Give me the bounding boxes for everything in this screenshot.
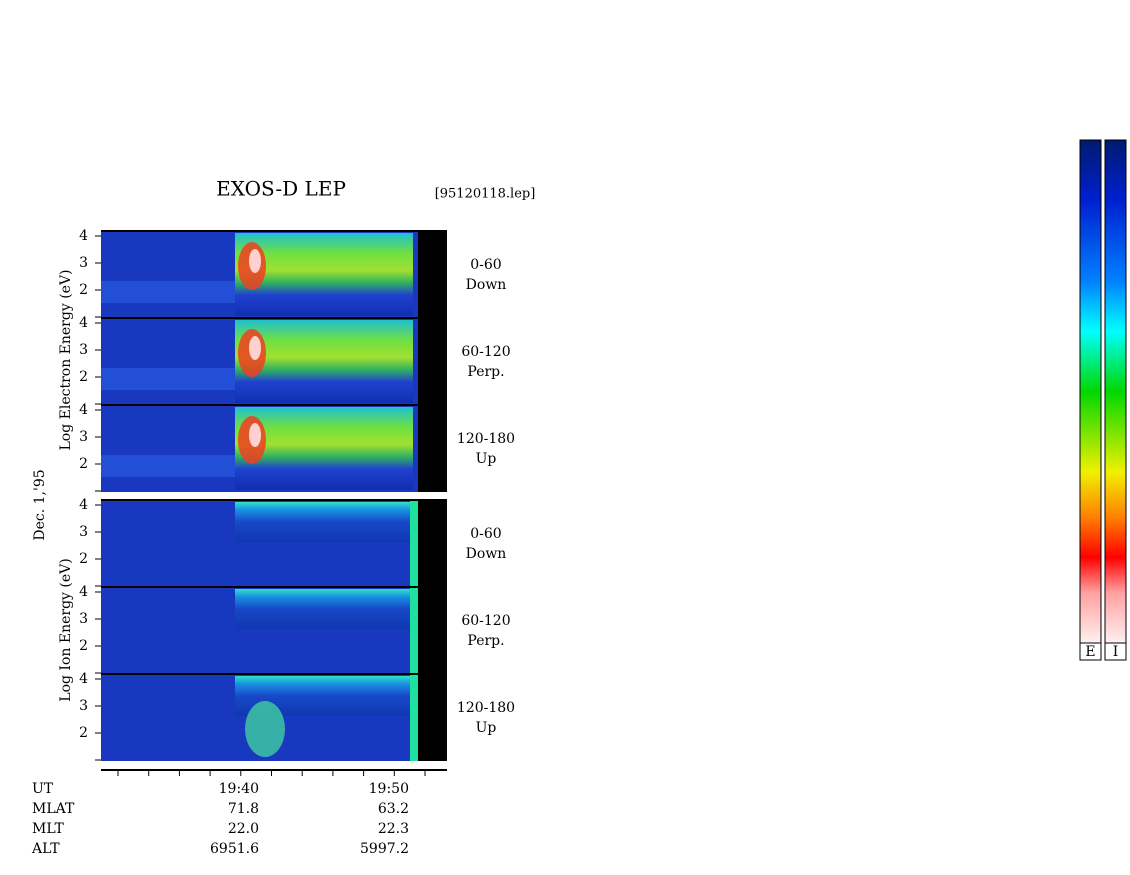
- panel-direction: Up: [476, 720, 497, 736]
- no-data: [418, 231, 447, 318]
- y-tick-label: 2: [79, 551, 88, 567]
- color-scale-box: [1104, 642, 1127, 661]
- panel-range: 120-180: [457, 431, 515, 447]
- spectrogram-peak-core: [249, 249, 261, 273]
- panel-direction: Perp.: [467, 364, 504, 380]
- spectrogram-edge: [410, 674, 418, 761]
- panels: 4 3 2 0-60 Down 4 3 2 60-120 Perp. 4 3 2 120-180 Up 4 3 2…: [79, 228, 515, 776]
- color-scale-box: [1079, 642, 1102, 661]
- footer: UT 19:40 19:50 MLAT 71.8 63.2 MLT 22.0 22.3 ALT 69…: [31, 781, 409, 857]
- spectrogram-low: [101, 455, 235, 477]
- spectrogram-band: [235, 502, 413, 542]
- color-scale: [1079, 139, 1102, 644]
- y-tick-label: 4: [79, 228, 88, 244]
- row-label: MLT: [32, 821, 64, 837]
- y-tick-label: 3: [79, 524, 88, 540]
- row-value: 71.8: [228, 801, 259, 817]
- y-axis-label: Log Ion Energy (eV): [58, 558, 74, 701]
- panel-range: 60-120: [461, 613, 510, 629]
- y-tick-label: 3: [79, 611, 88, 627]
- panel-range: 0-60: [470, 257, 501, 273]
- date-label: Dec. 1,'95: [32, 469, 48, 540]
- color-scale-label: E: [1085, 644, 1095, 660]
- y-tick-label: 2: [79, 725, 88, 741]
- row-value: 6951.6: [210, 841, 259, 857]
- y-tick-label: 3: [79, 429, 88, 445]
- panel-range: 120-180: [457, 700, 515, 716]
- y-tick-label: 3: [79, 342, 88, 358]
- y-axis-label: Log Electron Energy (eV): [58, 269, 74, 450]
- spectrogram-patch: [245, 701, 285, 757]
- row-value: 5997.2: [360, 841, 409, 857]
- y-tick-label: 4: [79, 315, 88, 331]
- no-data: [418, 674, 447, 761]
- panel-direction: Up: [476, 451, 497, 467]
- color-scale-label: I: [1113, 644, 1119, 660]
- row-value: 22.0: [228, 821, 259, 837]
- row-label: ALT: [31, 841, 60, 857]
- y-tick-label: 4: [79, 497, 88, 513]
- row-label: MLAT: [32, 801, 75, 817]
- panel-range: 0-60: [470, 526, 501, 542]
- no-data: [418, 318, 447, 405]
- panel-direction: Down: [466, 546, 507, 562]
- panel-direction: Down: [466, 277, 507, 293]
- y-tick-label: 3: [79, 255, 88, 271]
- spectrogram-peak-core: [249, 423, 261, 447]
- spectrogram-peak-core: [249, 336, 261, 360]
- file-name: [95120118.lep]: [435, 187, 536, 202]
- no-data: [418, 405, 447, 492]
- y-tick-label: 4: [79, 402, 88, 418]
- row-value: 19:40: [219, 781, 259, 797]
- row-label: UT: [32, 781, 54, 797]
- spectrogram-edge: [410, 500, 418, 587]
- row-value: 19:50: [369, 781, 409, 797]
- y-tick-label: 4: [79, 584, 88, 600]
- row-value: 22.3: [378, 821, 409, 837]
- spectrogram-band: [235, 589, 413, 629]
- y-tick-label: 2: [79, 369, 88, 385]
- color-scale: [1104, 139, 1127, 644]
- y-tick-label: 4: [79, 671, 88, 687]
- panel-range: 60-120: [461, 344, 510, 360]
- title: EXOS-D LEP: [216, 177, 346, 201]
- row-value: 63.2: [378, 801, 409, 817]
- y-tick-label: 3: [79, 698, 88, 714]
- y-tick-label: 2: [79, 638, 88, 654]
- panel-direction: Perp.: [467, 633, 504, 649]
- y-tick-label: 2: [79, 282, 88, 298]
- spectrogram-edge: [410, 587, 418, 674]
- y-tick-label: 2: [79, 456, 88, 472]
- spectrogram-low: [101, 368, 235, 390]
- no-data: [418, 587, 447, 674]
- no-data: [418, 500, 447, 587]
- spectrogram-low: [101, 281, 235, 303]
